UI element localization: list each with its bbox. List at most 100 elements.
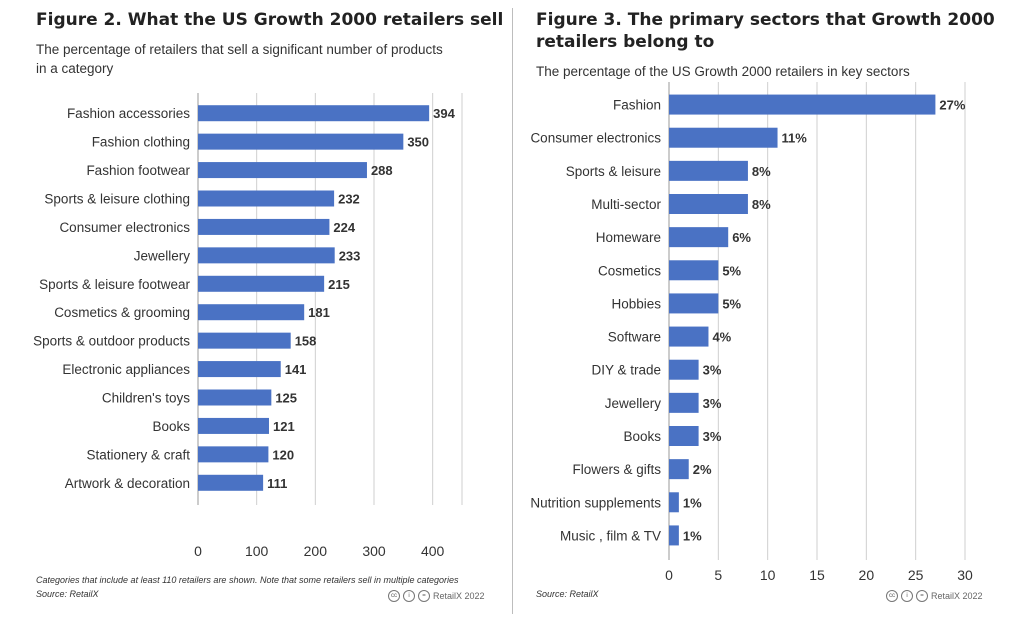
- data-label: 288: [371, 163, 393, 178]
- category-label: Flowers & gifts: [572, 462, 661, 477]
- data-label: 8%: [752, 164, 771, 179]
- bar: [669, 194, 748, 214]
- category-label: Consumer electronics: [530, 131, 661, 146]
- data-label: 4%: [712, 330, 731, 345]
- tick-label: 30: [957, 567, 973, 583]
- tick-label: 5: [714, 567, 722, 583]
- category-label: Sports & leisure footwear: [39, 277, 190, 292]
- data-label: 6%: [732, 230, 751, 245]
- figure-2-panel: Figure 2. What the US Growth 2000 retail…: [33, 10, 504, 602]
- bar: [669, 227, 729, 248]
- category-label: Hobbies: [611, 296, 661, 311]
- figure-3-source: Source: RetailX: [536, 589, 599, 599]
- figure-3-chart: Fashion 27% Consumer electronics 11% Sports …: [530, 82, 973, 583]
- tick-label: 0: [665, 567, 673, 583]
- figure-2-chart: Fashion accessories 394 Fashion clothing 35…: [33, 93, 463, 559]
- category-label: Nutrition supplements: [530, 495, 661, 510]
- bar: [198, 162, 367, 179]
- category-label: Sports & leisure clothing: [44, 192, 190, 207]
- nd-icon: =: [418, 590, 430, 602]
- tick-label: 20: [859, 567, 875, 583]
- cc-icon: cc: [388, 590, 400, 602]
- bar: [669, 326, 709, 347]
- tick-label: 10: [760, 567, 776, 583]
- category-label: Software: [608, 330, 661, 345]
- category-label: Fashion clothing: [92, 135, 190, 150]
- credit-text: RetailX 2022: [931, 591, 983, 601]
- figure-2-title: Figure 2. What the US Growth 2000 retail…: [36, 10, 504, 30]
- figure-3-panel: Figure 3. The primary sectors that Growt…: [512, 0, 1024, 622]
- category-label: Children's toys: [102, 391, 190, 406]
- category-label: Music , film & TV: [560, 528, 661, 543]
- cc-icon: cc: [886, 590, 898, 602]
- figure-3-title: Figure 3. The primary sectors that Growt…: [536, 10, 995, 52]
- data-label: 2%: [693, 462, 712, 477]
- category-label: Stationery & craft: [86, 447, 190, 462]
- figure-3-subtitle: The percentage of the US Growth 2000 ret…: [536, 64, 910, 79]
- bar: [669, 160, 748, 181]
- data-label: 181: [308, 305, 330, 320]
- category-label: Electronic appliances: [62, 362, 190, 377]
- bar: [198, 105, 430, 122]
- bar: [198, 389, 272, 406]
- category-label: Fashion: [613, 98, 661, 113]
- figure-2-credit: cc i = RetailX 2022: [388, 590, 485, 602]
- bar: [669, 392, 699, 413]
- category-label: Multi-sector: [591, 197, 661, 212]
- figure-2-subtitle: The percentage of retailers that sell a …: [36, 42, 443, 76]
- tick-label: 15: [809, 567, 825, 583]
- figure-2-source: Source: RetailX: [36, 589, 99, 599]
- data-label: 3%: [703, 363, 722, 378]
- bar: [198, 304, 305, 321]
- credit-text: RetailX 2022: [433, 591, 485, 601]
- data-label: 111: [267, 476, 287, 491]
- data-label: 224: [333, 220, 355, 235]
- data-label: 1%: [683, 495, 702, 510]
- bar: [198, 361, 281, 378]
- by-icon: i: [901, 590, 913, 602]
- bar: [669, 525, 679, 546]
- data-label: 3%: [703, 396, 722, 411]
- data-label: 125: [275, 391, 297, 406]
- figure-2-footnote: Categories that include at least 110 ret…: [36, 575, 459, 585]
- nd-icon: =: [916, 590, 928, 602]
- data-label: 394: [433, 106, 455, 121]
- category-label: DIY & trade: [591, 363, 661, 378]
- bar: [198, 247, 335, 264]
- bar: [669, 260, 719, 281]
- bar: [198, 332, 291, 349]
- data-label: 8%: [752, 197, 771, 212]
- data-label: 232: [338, 192, 360, 207]
- bar: [669, 492, 679, 513]
- data-label: 27%: [939, 98, 965, 113]
- category-label: Jewellery: [605, 396, 662, 411]
- data-label: 5%: [722, 263, 741, 278]
- data-label: 1%: [683, 528, 702, 543]
- bar: [669, 293, 719, 314]
- data-label: 141: [285, 362, 307, 377]
- tick-label: 400: [421, 543, 445, 559]
- data-label: 215: [328, 277, 350, 292]
- bar: [198, 417, 269, 434]
- data-label: 158: [295, 334, 317, 349]
- data-label: 11%: [782, 131, 808, 146]
- category-label: Books: [623, 429, 661, 444]
- data-label: 120: [272, 447, 294, 462]
- tick-label: 300: [362, 543, 386, 559]
- bar: [198, 218, 330, 235]
- category-label: Books: [152, 419, 190, 434]
- tick-label: 100: [245, 543, 269, 559]
- bar: [669, 94, 936, 115]
- data-label: 121: [273, 419, 295, 434]
- category-label: Consumer electronics: [59, 220, 190, 235]
- bar: [669, 426, 699, 446]
- tick-label: 200: [304, 543, 328, 559]
- by-icon: i: [403, 590, 415, 602]
- panel-divider: [512, 8, 513, 614]
- tick-label: 0: [194, 543, 202, 559]
- bar: [198, 446, 269, 463]
- category-label: Cosmetics & grooming: [54, 305, 190, 320]
- bar: [669, 359, 699, 380]
- category-label: Fashion footwear: [86, 163, 190, 178]
- data-label: 350: [407, 135, 429, 150]
